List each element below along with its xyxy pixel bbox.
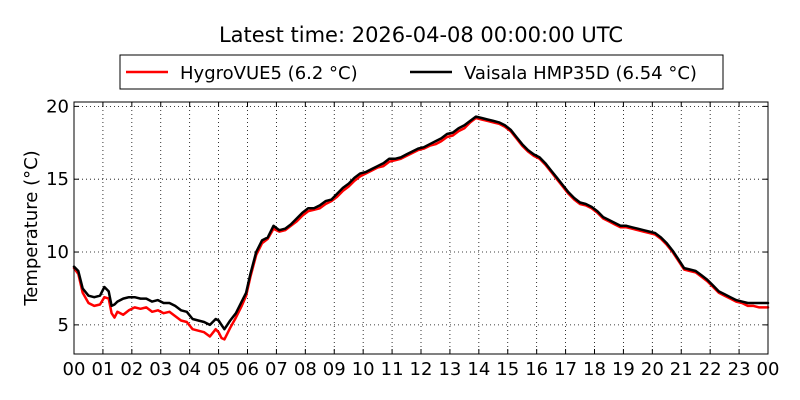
x-tick-label: 13: [438, 359, 461, 380]
x-tick-labels: 00 01 02 03 04 05 06 07 08 09 10 11 12 13 14 15 16 17 18 19…: [63, 359, 780, 380]
y-tick-label: 15: [46, 169, 69, 190]
x-tick-label: 06: [236, 359, 259, 380]
x-tick-label: 04: [178, 359, 201, 380]
x-tick-label: 23: [728, 359, 751, 380]
x-tick-label: 10: [352, 359, 375, 380]
y-axis-label: Temperature (°C): [21, 150, 42, 306]
chart-title: Latest time: 2026-04-08 00:00:00 UTC: [219, 23, 623, 47]
legend: HygroVUE5 (6.2 °C) Vaisala HMP35D (6.54 …: [119, 54, 724, 90]
x-tick-label: 18: [583, 359, 606, 380]
x-tick-label: 17: [554, 359, 577, 380]
legend-label-vaisala: Vaisala HMP35D (6.54 °C): [464, 63, 697, 84]
x-tick-label: 01: [91, 359, 114, 380]
y-tick-labels: 5 10 15 20: [46, 96, 69, 335]
y-tick-label: 5: [58, 315, 69, 336]
x-tick-label: 12: [410, 359, 433, 380]
x-tick-label: 22: [699, 359, 722, 380]
legend-label-hygrovue5: HygroVUE5 (6.2 °C): [180, 63, 358, 84]
x-tick-label: 11: [381, 359, 404, 380]
x-tick-label: 14: [467, 359, 490, 380]
x-tick-label: 00: [63, 359, 86, 380]
y-tick-label: 20: [46, 96, 69, 117]
x-tick-label: 16: [525, 359, 548, 380]
x-tick-label: 00: [757, 359, 780, 380]
x-tick-label: 21: [670, 359, 693, 380]
x-tick-label: 19: [612, 359, 635, 380]
x-tick-label: 02: [120, 359, 143, 380]
axis-ticks: [73, 102, 769, 354]
series-line-hygrovue5: [72, 116, 770, 341]
x-tick-label: 09: [323, 359, 346, 380]
x-tick-label: 05: [207, 359, 230, 380]
x-tick-label: 03: [149, 359, 172, 380]
x-tick-label: 20: [641, 359, 664, 380]
x-tick-label: 08: [294, 359, 317, 380]
x-tick-label: 15: [496, 359, 519, 380]
x-tick-label: 07: [265, 359, 288, 380]
series-line-vaisala: [72, 115, 770, 331]
series-lines: [72, 115, 770, 341]
y-tick-label: 10: [46, 242, 69, 263]
